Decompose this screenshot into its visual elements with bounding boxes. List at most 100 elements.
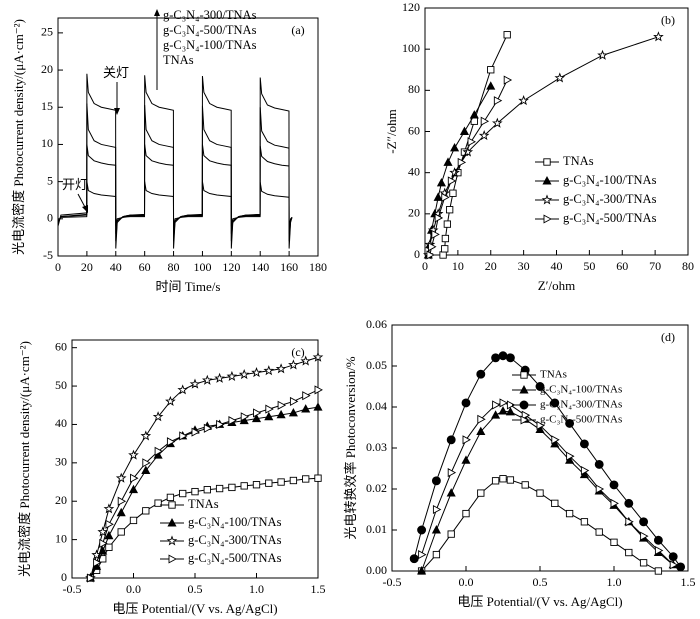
y-tick-label: 100 <box>402 41 420 55</box>
legend-label: g-C₃N₄-300/TNAs <box>163 8 257 22</box>
marker <box>103 503 115 514</box>
marker <box>498 406 508 415</box>
x-tick-label: 40 <box>110 260 122 274</box>
marker <box>104 530 114 540</box>
x-tick-label: 0.0 <box>459 575 474 589</box>
marker <box>301 404 311 413</box>
y-tick-label: 40 <box>55 416 67 430</box>
marker <box>168 501 176 509</box>
marker <box>117 496 127 506</box>
marker <box>289 476 298 485</box>
marker <box>580 465 590 476</box>
y-tick-label: 60 <box>55 339 67 353</box>
x-tick-label: 140 <box>251 260 269 274</box>
x-tick-label: 60 <box>139 260 151 274</box>
plot-frame <box>57 17 319 257</box>
x-tick-label: 30 <box>518 259 530 273</box>
x-axis-title: 电压 Potential/(V vs. Ag/AgCl) <box>457 594 622 609</box>
marker <box>521 481 529 489</box>
y-tick-label: 80 <box>408 82 420 96</box>
marker <box>493 96 503 106</box>
y-tick-label: 0.04 <box>366 399 387 413</box>
x-tick-label: 1.0 <box>249 582 264 596</box>
marker <box>536 489 544 497</box>
marker <box>520 371 528 379</box>
marker <box>492 117 503 128</box>
marker <box>417 566 427 575</box>
annotation-arrowhead <box>82 205 88 213</box>
x-tick-label: 80 <box>168 260 180 274</box>
marker <box>105 519 114 529</box>
marker <box>203 423 213 433</box>
marker <box>288 359 299 370</box>
marker <box>275 363 287 374</box>
marker <box>312 351 324 362</box>
marker <box>478 130 490 141</box>
marker <box>226 370 238 381</box>
marker <box>668 552 678 562</box>
y-tick-label: 10 <box>55 531 67 545</box>
marker <box>551 435 560 445</box>
legend-label: g-C₃N₄-300/TNAs <box>540 399 622 411</box>
legend-label: TNAs <box>563 154 594 168</box>
marker <box>277 478 285 486</box>
series-line <box>57 181 293 227</box>
marker <box>535 382 545 391</box>
marker <box>165 395 176 406</box>
y-axis-title: 光电流密度 Photocurrent density/(μA·cm⁻²) <box>11 19 26 255</box>
marker <box>519 400 529 410</box>
y-tick-label: 10 <box>41 136 53 150</box>
legend-label: g-C₃N₄-500/TNAs <box>540 414 622 426</box>
y-tick-label: -5 <box>43 248 53 262</box>
marker <box>469 110 479 119</box>
x-tick-label: 80 <box>682 259 694 273</box>
marker <box>457 157 467 167</box>
marker <box>610 538 618 546</box>
marker <box>499 475 507 483</box>
marker <box>441 234 450 243</box>
marker <box>191 487 199 496</box>
marker <box>609 480 619 490</box>
marker <box>505 353 515 363</box>
marker <box>86 573 96 583</box>
legend-label: TNAs <box>163 53 194 67</box>
marker <box>277 400 287 410</box>
legend-label: g-C₃N₄-300/TNAs <box>563 192 657 206</box>
marker <box>550 398 560 408</box>
x-tick-label: 70 <box>649 259 661 273</box>
x-tick-label: 0.5 <box>533 575 548 589</box>
series-line <box>421 410 674 572</box>
marker <box>450 143 460 152</box>
marker <box>167 518 177 527</box>
x-tick-label: 100 <box>193 260 211 274</box>
panel-label: (c) <box>291 345 304 359</box>
marker <box>434 213 444 223</box>
legend-label: TNAs <box>188 497 219 511</box>
marker <box>117 528 125 536</box>
marker <box>433 192 443 201</box>
marker <box>264 411 274 421</box>
marker <box>669 560 679 570</box>
marker <box>216 419 225 430</box>
annotation-arrowhead <box>114 108 120 115</box>
marker <box>313 402 323 411</box>
y-tick-label: 0.00 <box>366 563 387 577</box>
marker <box>676 562 686 572</box>
marker <box>166 535 178 546</box>
marker <box>276 409 286 419</box>
x-tick-label: 40 <box>551 259 563 273</box>
marker <box>491 353 501 363</box>
marker <box>431 476 441 486</box>
marker <box>520 415 529 425</box>
marker <box>467 137 476 147</box>
legend-label: g-C₃N₄-500/TNAs <box>188 551 282 565</box>
marker <box>116 507 126 517</box>
marker <box>215 484 224 493</box>
marker <box>93 558 102 568</box>
marker <box>654 567 663 575</box>
marker <box>240 482 248 490</box>
marker <box>439 251 447 259</box>
marker <box>462 146 474 157</box>
